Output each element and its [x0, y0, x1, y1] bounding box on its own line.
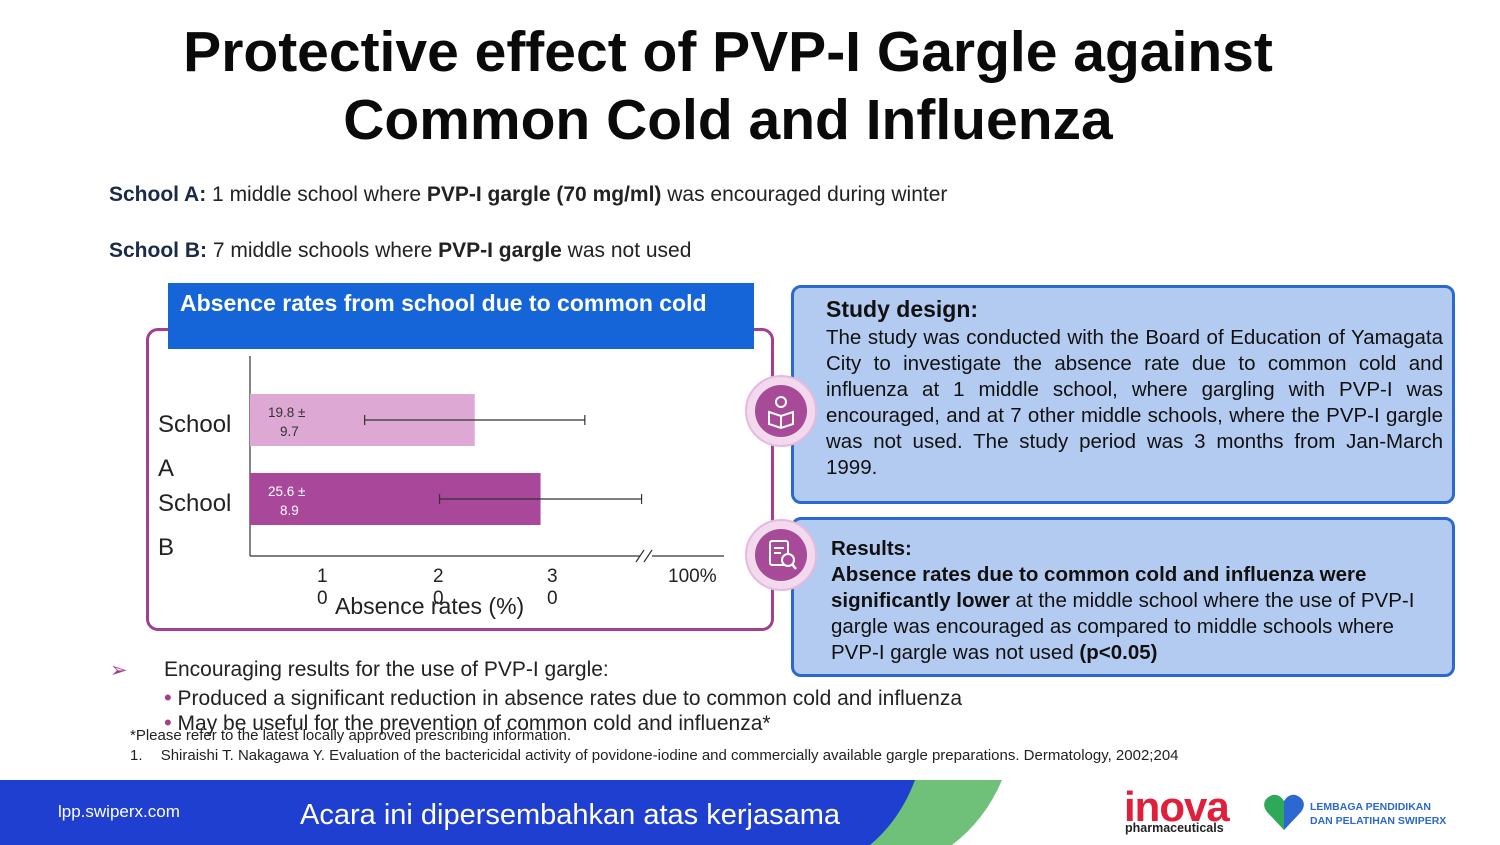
x-tick-label: 0	[547, 588, 558, 609]
page-title: Protective effect of PVP-I Gargle agains…	[0, 18, 1456, 154]
swiperx-logo-line-2: DAN PELATIHAN SWIPERX	[1310, 815, 1447, 827]
bullet-item-1-text: Produced a significant reduction in abse…	[177, 687, 963, 710]
x-tick-label: 3	[547, 566, 558, 587]
school-a-bold: PVP-I gargle (70 mg/ml)	[426, 183, 662, 206]
bullet-item-2-text: May be useful for the prevention of comm…	[177, 712, 771, 735]
bullet-item-2: • May be useful for the prevention of co…	[164, 710, 771, 736]
bullet-arrow-icon: ➢	[110, 659, 128, 682]
results-body: Absence rates due to common cold and inf…	[831, 562, 1431, 666]
school-a-line: School A: 1 middle school where PVP-I ga…	[109, 183, 947, 207]
swiperx-logo-line-1: LEMBAGA PENDIDIKAN	[1310, 801, 1431, 813]
x-tick-label: 0	[317, 588, 328, 609]
inova-logo: inova	[1124, 783, 1230, 830]
category-label: School	[158, 490, 231, 517]
study-design-body: The study was conducted with the Board o…	[826, 326, 1443, 479]
school-b-line: School B: 7 middle schools where PVP-I g…	[109, 239, 691, 263]
data-label: 8.9	[280, 503, 299, 518]
results-bold-1: Absence rates due to common cold and inf…	[831, 563, 1367, 612]
data-label: 19.8 ±	[268, 405, 305, 420]
study-badge	[745, 375, 817, 447]
footer-url-link[interactable]: lpp.swiperx.com	[58, 802, 180, 821]
footer-banner	[0, 780, 1002, 845]
axis-break-mark	[635, 549, 645, 563]
results-text-1: at the middle school where the use of PV…	[831, 589, 1415, 664]
results-title: Results:	[831, 537, 912, 560]
footer-sponsor-text: Acara ini dipersembahkan atas kerjasama	[300, 799, 840, 831]
bullet-item-1: • Produced a significant reduction in ab…	[164, 685, 962, 711]
category-label: B	[158, 534, 174, 561]
results-panel	[791, 517, 1455, 677]
school-a-text1: 1 middle school where	[206, 183, 427, 206]
x-tick-label: 0	[433, 588, 444, 609]
reading-person-icon	[768, 396, 794, 430]
axis-break-mark	[643, 549, 653, 563]
title-line-1: Protective effect of PVP-I Gargle agains…	[183, 20, 1273, 84]
bullet-main-text: Encouraging results for the use of PVP-I…	[164, 658, 609, 681]
heart-logo-icon	[1264, 794, 1304, 830]
results-bold-2: (p<0.05)	[1079, 641, 1158, 664]
school-b-text1: 7 middle schools where	[207, 239, 439, 262]
category-label: School	[158, 411, 231, 438]
inova-logo-sub: pharmaceuticals	[1125, 821, 1224, 835]
data-label: 25.6 ±	[268, 484, 305, 499]
title-line-2: Common Cold and Influenza	[343, 88, 1113, 152]
bullet-dot-icon: •	[164, 685, 172, 710]
x-axis-title: Absence rates (%)	[335, 593, 524, 619]
school-b-text2: was not used	[561, 239, 692, 262]
data-label: 9.7	[280, 424, 299, 439]
x-tick-label: 1	[317, 566, 328, 587]
bullet-main: ➢	[110, 658, 128, 683]
document-search-icon	[769, 540, 797, 570]
results-badge	[745, 519, 817, 591]
study-design-panel	[791, 285, 1455, 504]
x-tick-label: 2	[433, 566, 444, 587]
x-tick-label: 100%	[668, 566, 717, 587]
chart-header: Absence rates from school due to common …	[168, 283, 754, 349]
school-b-bold: PVP-I gargle	[438, 239, 562, 262]
school-a-label: School A:	[109, 183, 207, 206]
reference: 1. Shiraishi T. Nakagawa Y. Evaluation o…	[130, 747, 1179, 764]
category-label: A	[158, 455, 174, 482]
footnote: *Please refer to the latest locally appr…	[130, 727, 572, 744]
reference-text: Shiraishi T. Nakagawa Y. Evaluation of t…	[160, 747, 1179, 764]
bullet-dot-icon: •	[164, 710, 172, 735]
swiperx-logo-text: LEMBAGA PENDIDIKAN DAN PELATIHAN SWIPERX	[1310, 800, 1446, 828]
school-a-text2: was encouraged during winter	[661, 183, 948, 206]
study-design-title: Study design:	[826, 296, 979, 322]
school-b-label: School B:	[109, 239, 207, 262]
reference-number: 1.	[130, 747, 143, 764]
